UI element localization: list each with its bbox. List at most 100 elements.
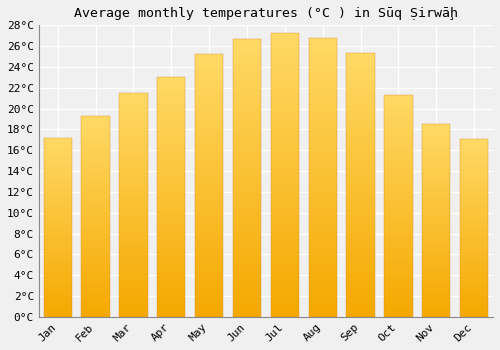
Bar [195,77,224,78]
Bar [119,260,148,261]
Bar [119,142,148,143]
Bar [233,171,261,172]
Bar [82,284,110,285]
Bar [384,257,412,258]
Bar [422,174,450,175]
Bar [422,141,450,142]
Bar [384,153,412,154]
Bar [44,257,72,258]
Bar [346,187,375,188]
Bar [82,166,110,167]
Bar [308,166,337,168]
Bar [270,189,299,190]
Bar [157,300,186,301]
Bar [233,71,261,72]
Bar [82,283,110,284]
Bar [270,111,299,112]
Bar [270,301,299,303]
Bar [270,266,299,267]
Bar [384,172,412,173]
Bar [157,263,186,264]
Bar [308,121,337,123]
Bar [195,308,224,309]
Bar [460,272,488,273]
Bar [384,239,412,240]
Bar [346,97,375,98]
Bar [460,246,488,247]
Bar [195,245,224,246]
Bar [82,159,110,160]
Bar [346,196,375,197]
Bar [44,235,72,236]
Bar [82,238,110,239]
Bar [233,265,261,267]
Bar [157,265,186,266]
Bar [308,314,337,315]
Bar [44,154,72,155]
Bar [119,199,148,201]
Bar [195,260,224,262]
Bar [270,70,299,71]
Bar [308,155,337,156]
Bar [119,188,148,189]
Bar [384,95,412,317]
Bar [384,189,412,190]
Bar [233,215,261,217]
Bar [195,112,224,113]
Bar [346,128,375,130]
Bar [233,199,261,200]
Bar [270,293,299,294]
Bar [195,144,224,145]
Bar [233,268,261,270]
Bar [270,237,299,239]
Bar [195,58,224,60]
Bar [195,90,224,91]
Bar [346,282,375,284]
Bar [422,189,450,190]
Bar [308,98,337,99]
Bar [119,152,148,153]
Bar [270,202,299,203]
Bar [157,97,186,98]
Bar [422,274,450,275]
Bar [119,99,148,100]
Bar [157,208,186,209]
Bar [233,103,261,104]
Bar [195,171,224,173]
Bar [422,145,450,146]
Bar [119,106,148,107]
Bar [157,311,186,312]
Bar [233,275,261,276]
Bar [422,244,450,245]
Bar [195,262,224,263]
Bar [157,308,186,310]
Bar [233,131,261,132]
Bar [233,276,261,278]
Bar [384,106,412,107]
Bar [270,273,299,274]
Bar [157,268,186,269]
Bar [384,235,412,236]
Bar [270,257,299,259]
Bar [157,86,186,87]
Bar [270,297,299,298]
Bar [422,132,450,133]
Bar [157,171,186,172]
Bar [195,217,224,218]
Bar [233,46,261,47]
Bar [308,181,337,183]
Bar [384,176,412,177]
Bar [422,207,450,208]
Bar [460,214,488,215]
Bar [195,225,224,226]
Bar [308,223,337,225]
Bar [384,107,412,108]
Bar [270,105,299,106]
Bar [195,258,224,259]
Bar [82,131,110,132]
Bar [157,154,186,155]
Bar [308,271,337,272]
Bar [460,183,488,184]
Bar [384,136,412,137]
Bar [308,287,337,289]
